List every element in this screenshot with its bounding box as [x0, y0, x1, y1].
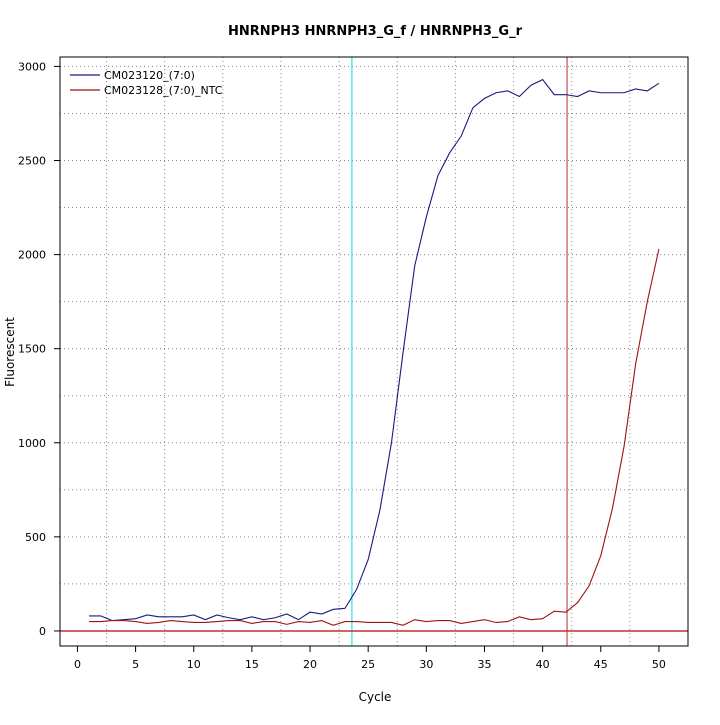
series-line-2 — [89, 248, 660, 626]
y-tick-label: 2000 — [18, 249, 46, 262]
x-tick-label: 25 — [361, 658, 375, 671]
x-axis-label: Cycle — [359, 690, 392, 704]
chart-title: HNRNPH3 HNRNPH3_G_f / HNRNPH3_G_r — [228, 24, 523, 39]
legend-label-1: CM023120_(7:0) — [104, 69, 195, 82]
x-tick-label: 5 — [132, 658, 139, 671]
y-axis-label: Fluorescent — [3, 317, 17, 387]
plot-frame — [59, 56, 689, 647]
x-tick-label: 30 — [419, 658, 433, 671]
series-layer — [89, 78, 660, 626]
grid-layer — [60, 57, 688, 646]
axis-layer: 0 5 10 15 20 25 30 35 40 45 5005001000150020002500… — [18, 60, 666, 671]
x-tick-label: 10 — [187, 658, 201, 671]
x-tick-label: 50 — [652, 658, 666, 671]
y-tick-label: 500 — [25, 531, 46, 544]
x-tick-label: 45 — [594, 658, 608, 671]
y-tick-label: 3000 — [18, 60, 46, 73]
legend-label-2: CM023128_(7:0)_NTC — [104, 84, 223, 97]
x-tick-label: 35 — [477, 658, 491, 671]
x-tick-label: 0 — [74, 658, 81, 671]
x-tick-label: 20 — [303, 658, 317, 671]
y-tick-label: 2500 — [18, 154, 46, 167]
y-tick-label: 0 — [39, 625, 46, 638]
threshold-lines — [351, 57, 568, 646]
series-line-1 — [89, 78, 660, 622]
y-tick-label: 1000 — [18, 437, 46, 450]
x-tick-label: 15 — [245, 658, 259, 671]
y-tick-label: 1500 — [18, 343, 46, 356]
x-tick-label: 40 — [536, 658, 550, 671]
legend: CM023120_(7:0) CM023128_(7:0)_NTC — [70, 69, 223, 97]
